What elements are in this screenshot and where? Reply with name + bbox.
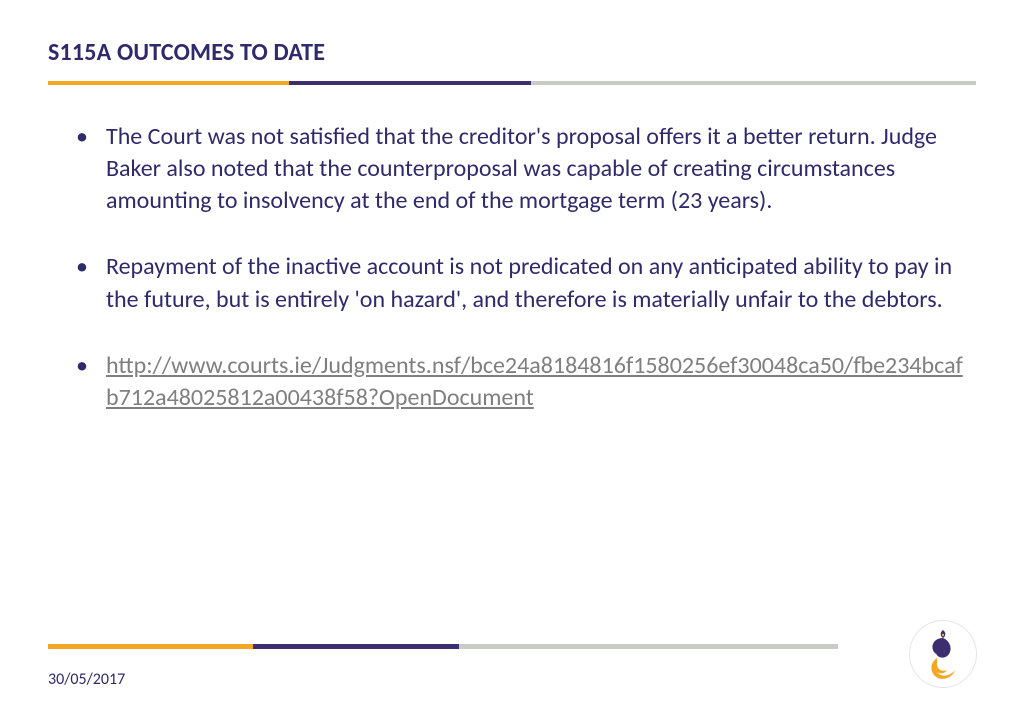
top-divider [48, 81, 976, 85]
slide-title: S115A OUTCOMES TO DATE [48, 38, 976, 67]
slide: S115A OUTCOMES TO DATE The Court was not… [0, 0, 1024, 709]
bullet-item: Repayment of the inactive account is not… [76, 251, 976, 315]
divider-segment-purple [289, 81, 530, 85]
bottom-divider [48, 644, 838, 649]
bullet-text: The Court was not satisfied that the cre… [106, 122, 937, 215]
bullet-text: Repayment of the inactive account is not… [106, 252, 952, 313]
divider-segment-grey [459, 644, 838, 649]
citation-link[interactable]: http://www.courts.ie/Judgments.nsf/bce24… [106, 351, 963, 412]
bullet-item: The Court was not satisfied that the cre… [76, 121, 976, 217]
bullet-item-link: http://www.courts.ie/Judgments.nsf/bce24… [76, 350, 976, 414]
divider-segment-orange [48, 81, 289, 85]
divider-segment-purple [253, 644, 458, 649]
bullet-list: The Court was not satisfied that the cre… [48, 121, 976, 414]
divider-segment-grey [531, 81, 976, 85]
brand-logo [910, 621, 976, 687]
swan-icon [921, 628, 965, 680]
divider-segment-orange [48, 644, 253, 649]
footer-date: 30/05/2017 [48, 670, 125, 689]
